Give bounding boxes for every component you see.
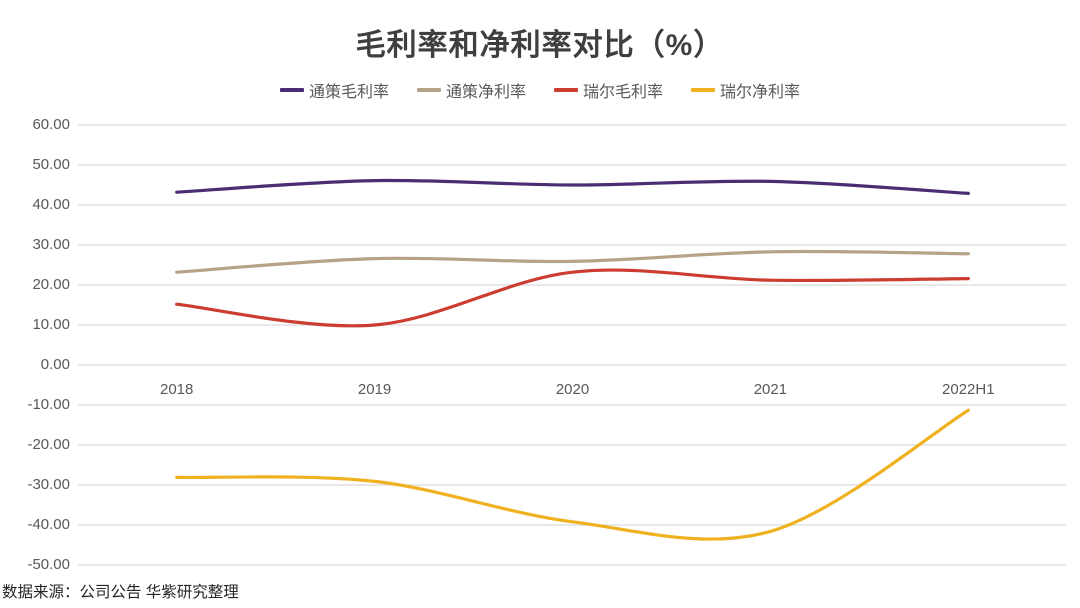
- legend-label: 瑞尔净利率: [720, 84, 801, 101]
- y-axis-labels: 60.00 50.00 40.00 30.00 20.00 10.00 0.00 -10.00…: [0, 0, 70, 608]
- y-tick-label: 50.00: [32, 156, 70, 173]
- y-tick-label: -30.00: [27, 476, 70, 493]
- legend-label: 瑞尔毛利率: [583, 84, 664, 101]
- series-line-瑞尔净利率: [175, 408, 970, 541]
- x-tick-label: 2018: [160, 381, 194, 398]
- series-line-通策毛利率: [175, 178, 970, 195]
- x-tick-label: 2020: [555, 381, 590, 398]
- series-line-瑞尔毛利率: [175, 268, 970, 328]
- legend-item: 瑞尔净利率: [691, 78, 800, 102]
- legend-label: 通策毛利率: [308, 84, 389, 101]
- legend-label: 通策净利率: [445, 84, 526, 101]
- y-tick-label: -40.00: [27, 516, 70, 533]
- legend-line-marker-icon: [554, 88, 578, 92]
- y-tick-label: 30.00: [32, 236, 70, 253]
- y-tick-label: -10.00: [27, 396, 70, 413]
- y-tick-label: 0.00: [40, 356, 70, 373]
- chart-title: 毛利率和净利率对比（%）: [355, 29, 725, 62]
- y-tick-label: -50.00: [27, 556, 70, 573]
- y-tick-label: 10.00: [32, 316, 70, 333]
- legend-line-marker-icon: [416, 88, 441, 92]
- y-tick-label: -20.00: [27, 436, 70, 453]
- x-tick-label: 2021: [753, 381, 788, 398]
- legend-item: 瑞尔毛利率: [554, 78, 663, 102]
- y-tick-label: 20.00: [32, 276, 70, 293]
- legend-line-marker-icon: [279, 88, 304, 92]
- x-tick-label: 2019: [357, 381, 392, 398]
- source-note: 数据来源：公司公告 华紫研究整理: [2, 584, 239, 601]
- legend-item: 通策毛利率: [279, 78, 389, 102]
- legend: 通策毛利率 通策净利率 瑞尔毛利率 瑞尔净利率: [0, 78, 1080, 102]
- legend-item: 通策净利率: [416, 78, 526, 102]
- y-tick-label: 40.00: [32, 196, 70, 213]
- x-tick-label: 2022H1: [942, 381, 995, 398]
- series-line-通策净利率: [175, 249, 970, 274]
- y-tick-label: 60.00: [32, 116, 70, 133]
- legend-line-marker-icon: [691, 88, 716, 92]
